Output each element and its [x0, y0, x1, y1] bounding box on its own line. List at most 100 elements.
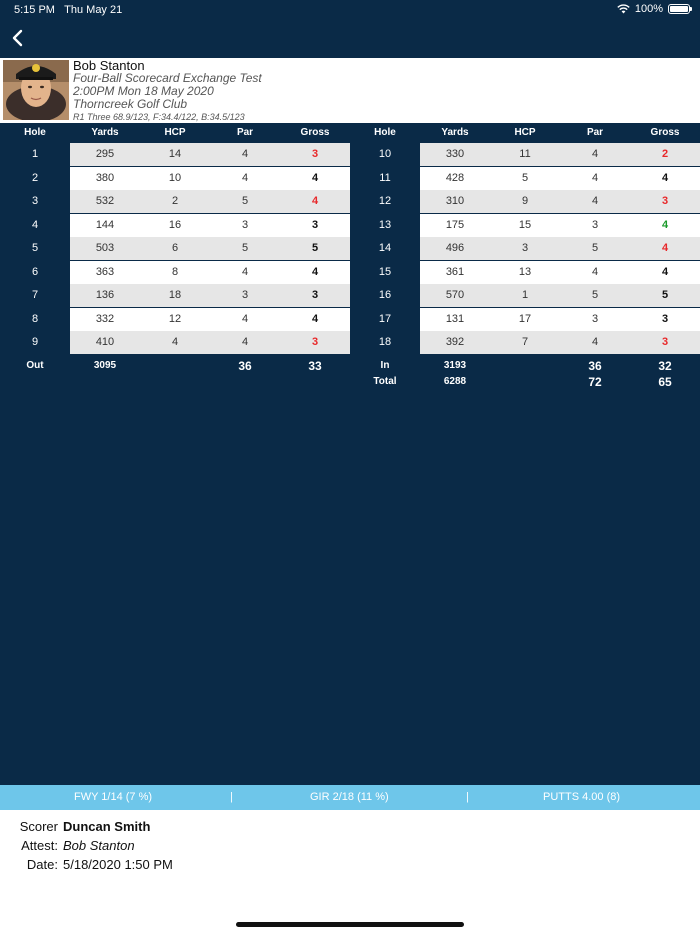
- hole-cell: 17: [378, 312, 392, 325]
- yards-cell: 428: [445, 171, 465, 184]
- par-cell: 4: [591, 148, 599, 160]
- hcp-cell: 3: [521, 242, 529, 254]
- status-right: 100%: [617, 3, 692, 15]
- gross-cell: 4: [311, 265, 319, 278]
- event-name: Four-Ball Scorecard Exchange Test: [73, 71, 262, 85]
- wifi-icon: [617, 4, 630, 14]
- back-hole-row: 17 131 17 3 3: [350, 307, 700, 331]
- hcp-cell: 7: [521, 336, 529, 348]
- yards-cell: 410: [95, 336, 115, 348]
- gross-cell: 3: [661, 195, 669, 207]
- row-background: [420, 190, 700, 213]
- row-background: [420, 284, 700, 307]
- hole-cell: 1: [31, 148, 39, 160]
- player-info: Bob Stanton Four-Ball Scorecard Exchange…: [73, 59, 262, 124]
- column-header-hole: Hole: [374, 127, 396, 138]
- stats-separator: |: [466, 791, 469, 803]
- totals-gross: 32: [658, 359, 672, 373]
- yards-cell: 361: [445, 265, 465, 278]
- stats-separator: |: [230, 791, 233, 803]
- hcp-cell: 9: [521, 195, 529, 207]
- yards-cell: 503: [95, 242, 115, 254]
- totals-yards: 3193: [443, 360, 467, 371]
- chevron-left-icon[interactable]: [6, 26, 30, 50]
- back-hole-row: 15 361 13 4 4: [350, 260, 700, 284]
- hcp-cell: 5: [521, 171, 529, 184]
- column-header-gross: Gross: [300, 127, 330, 138]
- par-cell: 5: [591, 289, 599, 301]
- hole-cell: 16: [378, 289, 392, 301]
- home-indicator[interactable]: [236, 922, 464, 927]
- date-label: Date:: [26, 857, 58, 872]
- row-background: [70, 284, 350, 307]
- gross-cell: 4: [661, 218, 669, 231]
- totals-label: Total: [373, 376, 397, 387]
- column-header-yards: Yards: [441, 127, 469, 138]
- par-cell: 4: [241, 148, 249, 160]
- row-background: [420, 307, 700, 331]
- totals-label: Out: [26, 360, 44, 371]
- hcp-cell: 8: [171, 265, 179, 278]
- par-cell: 5: [241, 242, 249, 254]
- status-time-date: 5:15 PM Thu May 21: [14, 4, 123, 16]
- yards-cell: 363: [95, 265, 115, 278]
- gross-cell: 3: [311, 289, 319, 301]
- fairways-stat: FWY 1/14 (7 %): [74, 791, 153, 803]
- gross-cell: 4: [311, 171, 319, 184]
- attest-label: Attest:: [21, 838, 58, 853]
- battery-percent: 100%: [634, 3, 663, 15]
- yards-cell: 380: [95, 171, 115, 184]
- row-background: [70, 213, 350, 237]
- player-header: Bob Stanton Four-Ball Scorecard Exchange…: [0, 58, 700, 123]
- gross-cell: 3: [661, 312, 669, 325]
- gross-cell: 5: [311, 242, 319, 254]
- front-hole-row: 5 503 6 5 5: [0, 237, 350, 260]
- row-background: [420, 213, 700, 237]
- player-name: Bob Stanton: [73, 58, 145, 73]
- yards-cell: 175: [445, 218, 465, 231]
- yards-cell: 310: [445, 195, 465, 207]
- status-bar: 5:15 PM Thu May 21 100%: [0, 0, 700, 20]
- yards-cell: 295: [95, 148, 115, 160]
- yards-cell: 532: [95, 195, 115, 207]
- hole-cell: 11: [379, 171, 391, 184]
- back-hole-row: 12 310 9 4 3: [350, 190, 700, 213]
- gross-cell: 3: [311, 336, 319, 348]
- scorer-label: Scorer: [19, 819, 58, 834]
- gross-cell: 3: [661, 336, 669, 348]
- gross-cell: 2: [661, 148, 669, 160]
- hcp-cell: 17: [518, 312, 532, 325]
- row-background: [420, 237, 700, 260]
- totals-par: 72: [588, 375, 602, 389]
- back-hole-row: 16 570 1 5 5: [350, 284, 700, 307]
- hole-cell: 10: [378, 148, 392, 160]
- hcp-cell: 1: [521, 289, 529, 301]
- par-cell: 4: [241, 312, 249, 325]
- front-hole-row: 9 410 4 4 3: [0, 331, 350, 354]
- round-info: R1 Three 68.9/123, F:34.4/122, B:34.5/12…: [73, 112, 245, 122]
- gross-cell: 5: [661, 289, 669, 301]
- hcp-cell: 16: [168, 218, 182, 231]
- column-header-hole: Hole: [24, 127, 46, 138]
- gross-cell: 4: [661, 171, 669, 184]
- par-cell: 4: [591, 265, 599, 278]
- yards-cell: 330: [445, 148, 465, 160]
- column-header-par: Par: [586, 127, 604, 138]
- hole-cell: 2: [31, 171, 39, 184]
- front-hole-row: 8 332 12 4 4: [0, 307, 350, 331]
- hcp-cell: 12: [168, 312, 182, 325]
- scorer-name: Duncan Smith: [63, 819, 151, 834]
- event-datetime: 2:00PM Mon 18 May 2020: [73, 84, 214, 98]
- back-hole-row: 13 175 15 3 4: [350, 213, 700, 237]
- gross-cell: 3: [311, 218, 319, 231]
- back-hole-row: 14 496 3 5 4: [350, 237, 700, 260]
- par-cell: 4: [241, 171, 249, 184]
- gir-stat: GIR 2/18 (11 %): [310, 791, 389, 803]
- totals-par: 36: [588, 359, 602, 373]
- yards-cell: 131: [445, 312, 465, 325]
- row-background: [420, 260, 700, 284]
- hole-cell: 5: [31, 242, 39, 254]
- front-hole-row: 7 136 18 3 3: [0, 284, 350, 307]
- battery-icon: [668, 4, 692, 14]
- hcp-cell: 10: [168, 171, 182, 184]
